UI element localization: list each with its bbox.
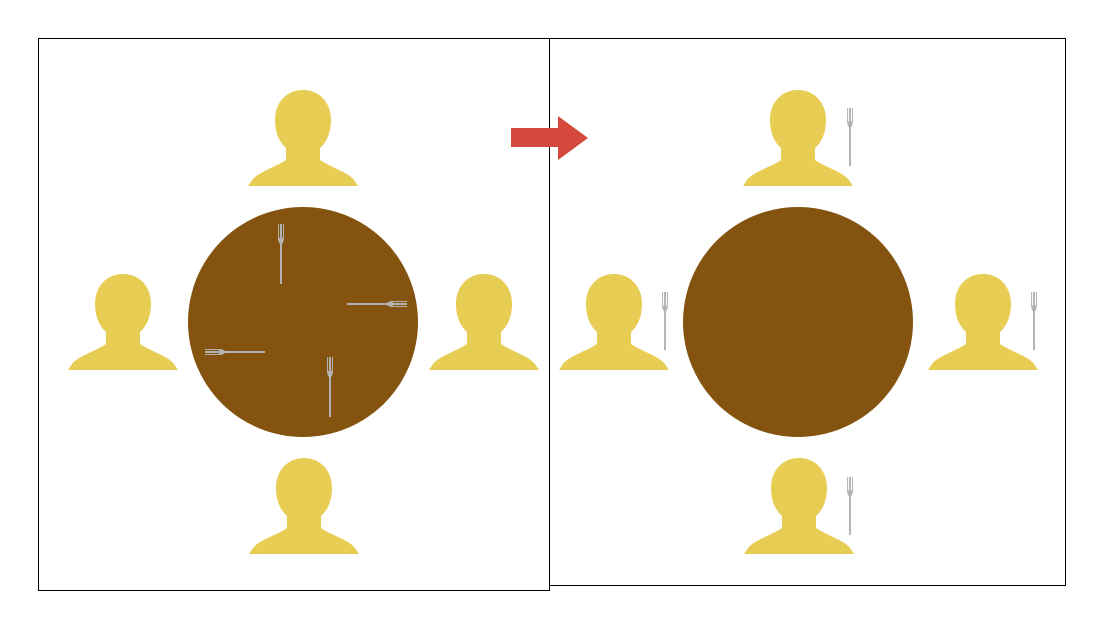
person-bust-icon xyxy=(743,90,853,186)
fork-icon xyxy=(1031,292,1037,350)
person-bust-icon xyxy=(744,458,854,554)
person-bust-icon xyxy=(249,458,359,554)
person-bust-icon xyxy=(928,274,1038,370)
arrow-right-icon xyxy=(511,116,588,160)
round-table xyxy=(188,207,418,437)
fork-icon xyxy=(847,108,853,166)
fork-icon xyxy=(847,477,853,535)
person-bust-icon xyxy=(559,274,669,370)
fork-icon xyxy=(662,292,668,350)
panel-after-frame xyxy=(549,38,1066,586)
round-table xyxy=(683,207,913,437)
person-bust-icon xyxy=(68,274,178,370)
person-bust-icon xyxy=(429,274,539,370)
panel-after xyxy=(549,38,1066,586)
panel-before xyxy=(38,38,550,591)
person-bust-icon xyxy=(248,90,358,186)
